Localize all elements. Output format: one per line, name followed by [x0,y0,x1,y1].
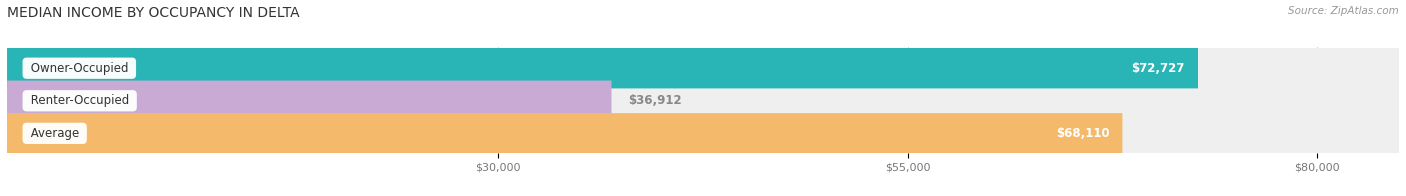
FancyBboxPatch shape [7,113,1399,153]
Text: $72,727: $72,727 [1132,62,1185,75]
FancyBboxPatch shape [7,48,1198,88]
Text: $68,110: $68,110 [1056,127,1109,140]
Text: Source: ZipAtlas.com: Source: ZipAtlas.com [1288,6,1399,16]
FancyBboxPatch shape [7,81,612,121]
Text: Owner-Occupied: Owner-Occupied [27,62,132,75]
Text: $36,912: $36,912 [628,94,682,107]
Text: Average: Average [27,127,83,140]
FancyBboxPatch shape [7,81,1399,121]
FancyBboxPatch shape [7,113,1122,153]
Text: MEDIAN INCOME BY OCCUPANCY IN DELTA: MEDIAN INCOME BY OCCUPANCY IN DELTA [7,6,299,20]
FancyBboxPatch shape [7,48,1399,88]
Text: Renter-Occupied: Renter-Occupied [27,94,132,107]
